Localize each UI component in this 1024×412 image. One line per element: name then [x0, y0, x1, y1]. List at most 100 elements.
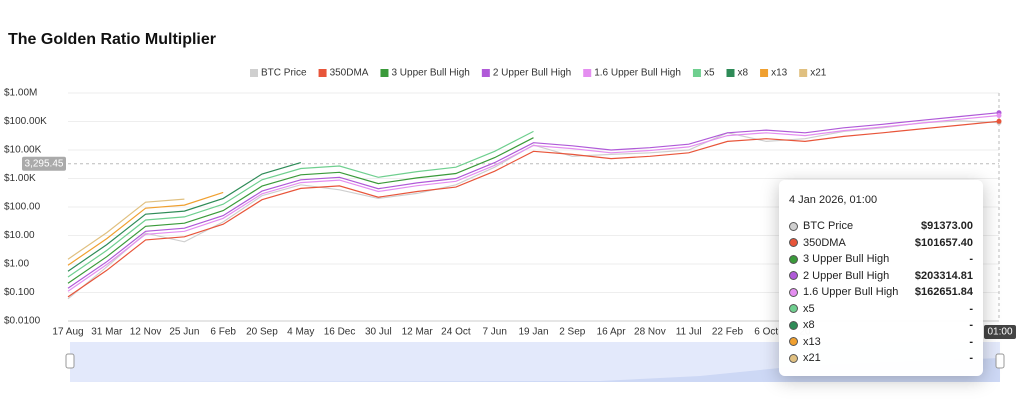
x-tick-label: 16 Apr — [597, 327, 627, 338]
y-tick-label: $1.00M — [4, 88, 37, 99]
tooltip-dot — [789, 287, 798, 297]
y-tick-label: $10.00 — [4, 230, 35, 241]
legend-label: x8 — [738, 68, 749, 79]
tooltip-name: 1.6 Upper Bull High — [803, 286, 899, 299]
tooltip-value: - — [969, 335, 973, 348]
navigator-handle[interactable] — [65, 353, 75, 369]
tooltip-name: BTC Price — [803, 220, 854, 233]
tooltip-row: x5 - — [789, 301, 973, 318]
tooltip-row: BTC Price $91373.00 — [789, 218, 973, 235]
x-tick-label: 7 Jun — [482, 327, 506, 338]
chart-title: The Golden Ratio Multiplier — [8, 31, 216, 48]
tooltip-value: - — [969, 302, 973, 315]
crosshair-y-box — [22, 156, 66, 171]
tooltip-row: x13 - — [789, 334, 973, 351]
tooltip-row: x21 - — [789, 350, 973, 367]
tooltip-name: x13 — [803, 335, 821, 348]
x-tick-label: 4 May — [287, 327, 314, 338]
tooltip-value: $203314.81 — [914, 269, 973, 282]
x-tick-label: 12 Nov — [130, 327, 162, 338]
tooltip-row: 1.6 Upper Bull High $162651.84 — [789, 284, 973, 301]
legend-swatch — [726, 69, 735, 77]
legend-swatch — [692, 69, 701, 77]
x-tick-label: 25 Jun — [169, 327, 199, 338]
series-line — [67, 191, 224, 266]
crosshair-x-box — [984, 325, 1016, 339]
series-line — [67, 120, 1000, 298]
legend-swatch — [799, 69, 808, 77]
legend-swatch — [380, 69, 389, 77]
series-line — [67, 114, 1000, 292]
tooltip-value: - — [969, 352, 973, 365]
x-tick-label: 30 Jul — [365, 327, 392, 338]
x-tick-label: 17 Aug — [52, 327, 83, 338]
navigator-handle[interactable] — [995, 353, 1005, 369]
legend-swatch — [760, 69, 769, 77]
x-tick-label: 20 Sep — [246, 327, 278, 338]
tooltip-dot — [789, 238, 798, 248]
tooltip-row: 2 Upper Bull High $203314.81 — [789, 268, 973, 285]
x-tick-label: 6 Feb — [210, 327, 236, 338]
legend-swatch — [481, 69, 490, 77]
series-line — [67, 130, 534, 278]
x-tick-label: 16 Dec — [324, 327, 356, 338]
tooltip-dot — [789, 254, 798, 264]
end-marker — [996, 112, 1002, 118]
y-tick-label: $100.00K — [4, 116, 47, 127]
x-tick-label: 31 Mar — [91, 327, 123, 338]
tooltip-row: x8 - — [789, 317, 973, 334]
legend-label: x5 — [704, 68, 715, 79]
legend-label: x21 — [810, 68, 827, 79]
series-line — [67, 137, 534, 284]
series-line — [67, 162, 301, 272]
tooltip-dot — [789, 221, 798, 231]
series-line — [67, 112, 1000, 289]
tooltip-name: x21 — [803, 352, 821, 365]
tooltip-name: x5 — [803, 302, 815, 315]
tooltip-dot — [789, 337, 798, 347]
series-line — [67, 198, 185, 260]
tooltip-name: 2 Upper Bull High — [803, 269, 890, 282]
tooltip-dot — [789, 304, 798, 314]
tooltip-name: 350DMA — [803, 236, 846, 249]
tooltip-name: 3 Upper Bull High — [803, 253, 890, 266]
y-tick-label: $100.00 — [4, 202, 41, 213]
legend-label: 3 Upper Bull High — [391, 68, 469, 79]
x-tick-label: 11 Jul — [676, 327, 702, 338]
tooltip-value: $101657.40 — [914, 236, 973, 249]
end-marker — [996, 118, 1002, 124]
crosshair-x-label: 01:00 — [987, 327, 1012, 338]
y-tick-label: $0.100 — [4, 287, 35, 298]
tooltip-row: 350DMA $101657.40 — [789, 235, 973, 252]
tooltip-value: - — [969, 253, 973, 266]
tooltip-name: x8 — [803, 319, 815, 332]
tooltip-value: $162651.84 — [914, 286, 973, 299]
tooltip-value: - — [969, 319, 973, 332]
tooltip-row: 3 Upper Bull High - — [789, 251, 973, 268]
tooltip-value: $91373.00 — [921, 220, 973, 233]
legend-swatch — [250, 69, 258, 77]
legend-swatch — [583, 69, 592, 77]
legend-swatch — [318, 69, 327, 77]
crosshair-y-label: 3,295.45 — [25, 158, 64, 169]
tooltip-dot — [789, 271, 798, 281]
x-tick-label: 12 Mar — [402, 327, 434, 338]
y-tick-label: $0.0100 — [4, 316, 41, 327]
x-tick-label: 28 Nov — [634, 327, 666, 338]
y-tick-label: $10.00K — [4, 145, 42, 156]
legend-label: x13 — [771, 68, 788, 79]
legend-label: 350DMA — [330, 68, 369, 79]
x-tick-label: 24 Oct — [441, 327, 471, 338]
legend-label: BTC Price — [261, 68, 307, 79]
y-tick-label: $1.00 — [4, 259, 29, 270]
x-tick-label: 6 Oct — [754, 327, 778, 338]
tooltip-dot — [789, 353, 798, 363]
navigator-area — [70, 358, 1000, 382]
legend-label: 1.6 Upper Bull High — [594, 68, 681, 79]
x-tick-label: 22 Feb — [712, 327, 744, 338]
x-tick-label: 19 Jan — [518, 327, 548, 338]
tooltip: 4 Jan 2026, 01:00 BTC Price $91373.00 350D… — [779, 180, 983, 376]
x-tick-label: 2 Sep — [559, 327, 586, 338]
legend-label: 2 Upper Bull High — [493, 68, 571, 79]
